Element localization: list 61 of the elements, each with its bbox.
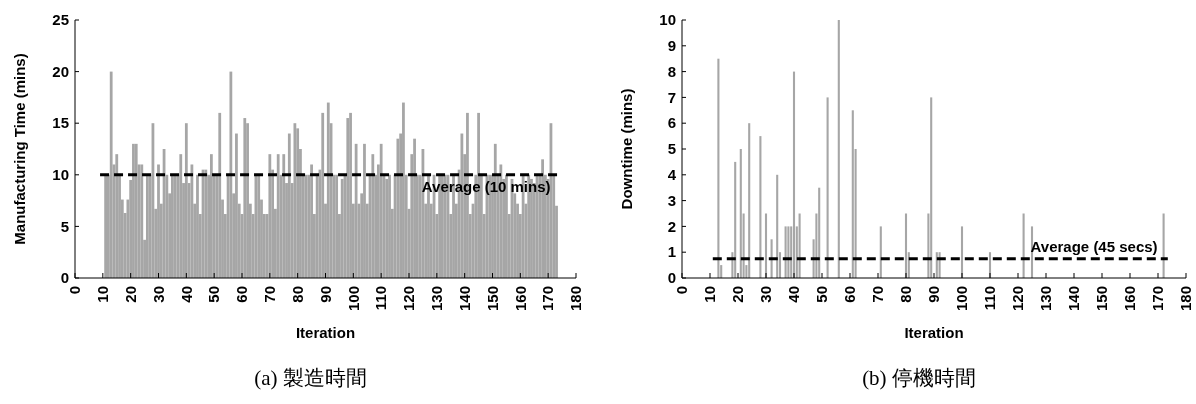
x-tick-label: 150	[483, 286, 501, 312]
x-tick-label: 40	[177, 286, 195, 303]
x-tick-label: 70	[869, 286, 887, 303]
x-tick-label: 80	[897, 286, 915, 303]
x-tick-label: 180	[567, 286, 585, 312]
x-tick-label: 130	[1037, 286, 1055, 312]
ref-line-label: Average (10 mins)	[421, 177, 551, 195]
x-tick-label: 70	[261, 286, 279, 303]
x-tick-label: 170	[539, 286, 557, 312]
x-tick-label: 110	[372, 286, 390, 311]
x-tick-label: 90	[925, 286, 943, 303]
y-axis-title: Manufacturing Time (mins)	[11, 53, 28, 245]
y-tick-label: 7	[667, 88, 676, 106]
y-tick-label: 2	[667, 217, 676, 235]
x-tick-label: 30	[149, 286, 167, 303]
x-tick-label: 90	[316, 286, 334, 303]
y-tick-label: 15	[52, 114, 69, 132]
x-tick-label: 40	[785, 286, 803, 303]
y-tick-label: 4	[667, 166, 677, 184]
x-axis-title: Iteration	[904, 324, 964, 341]
y-tick-label: 5	[667, 140, 676, 158]
y-tick-label: 8	[667, 62, 676, 80]
y-tick-label: 10	[52, 166, 69, 184]
x-tick-label: 170	[1149, 286, 1167, 312]
x-tick-label: 130	[428, 286, 446, 312]
y-axis-title: Downtime (mins)	[618, 88, 635, 210]
x-axis-title: Iteration	[295, 324, 356, 341]
y-tick-label: 5	[60, 217, 69, 235]
x-tick-label: 180	[1177, 286, 1195, 312]
y-tick-label: 6	[667, 114, 676, 132]
x-tick-label: 0	[66, 286, 84, 295]
y-tick-label: 25	[52, 11, 69, 29]
x-tick-label: 160	[511, 286, 529, 312]
x-tick-label: 50	[205, 286, 223, 303]
y-tick-label: 20	[52, 62, 69, 80]
x-tick-label: 0	[673, 286, 691, 295]
x-tick-label: 60	[233, 286, 251, 303]
x-tick-label: 10	[701, 286, 719, 303]
y-tick-label: 10	[659, 11, 676, 29]
text: (b) 停機時間	[862, 366, 976, 390]
x-tick-label: 20	[729, 286, 747, 303]
y-tick-label: 1	[667, 243, 676, 261]
text: (a) 製造時間	[254, 366, 367, 390]
x-tick-label: 140	[1065, 286, 1083, 312]
x-tick-label: 30	[757, 286, 775, 303]
y-tick-label: 9	[667, 37, 676, 55]
x-tick-label: 100	[953, 286, 971, 312]
x-tick-label: 60	[841, 286, 859, 303]
x-tick-label: 20	[121, 286, 139, 303]
x-tick-label: 150	[1093, 286, 1111, 312]
x-tick-label: 110	[981, 286, 999, 311]
x-tick-label: 80	[288, 286, 306, 303]
x-tick-label: 120	[1009, 286, 1027, 312]
x-tick-label: 50	[813, 286, 831, 303]
x-tick-label: 100	[344, 286, 362, 312]
x-tick-label: 10	[94, 286, 112, 303]
ref-line-label: Average (45 secs)	[1030, 237, 1158, 255]
y-tick-label: 3	[667, 191, 676, 209]
x-tick-label: 120	[400, 286, 418, 312]
x-tick-label: 160	[1121, 286, 1139, 312]
x-tick-label: 140	[455, 286, 473, 312]
